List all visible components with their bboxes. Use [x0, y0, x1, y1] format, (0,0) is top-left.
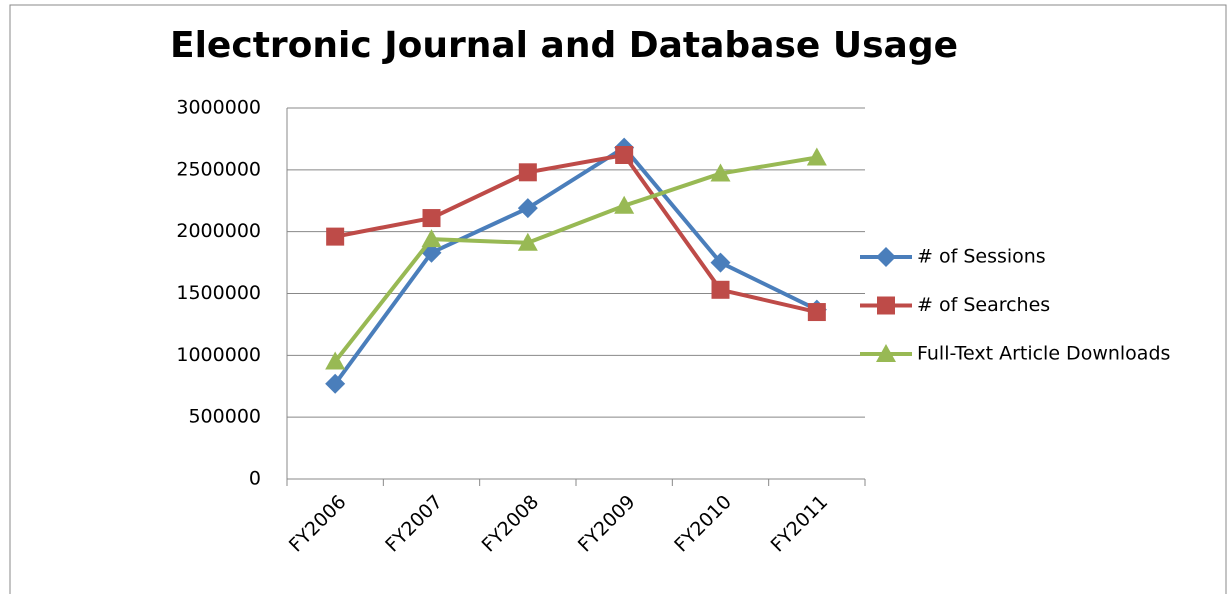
marker — [421, 229, 442, 248]
marker — [876, 247, 896, 267]
legend-label: # of Searches — [917, 294, 1050, 316]
marker — [517, 232, 538, 251]
y-tick-label: 500000 — [188, 406, 261, 428]
y-tick-label: 0 — [249, 468, 261, 490]
marker — [807, 303, 826, 322]
marker — [806, 147, 827, 166]
y-tick-label: 2000000 — [176, 220, 261, 242]
marker — [422, 209, 441, 228]
series-line — [333, 155, 818, 363]
y-tick-label: 3000000 — [176, 97, 261, 119]
marker — [615, 145, 634, 164]
marker — [326, 227, 345, 246]
marker — [711, 280, 730, 299]
series-line — [334, 152, 818, 314]
series-line — [333, 145, 818, 385]
marker — [614, 195, 635, 214]
marker — [876, 344, 896, 362]
marker — [517, 198, 538, 219]
y-tick-label: 2500000 — [176, 158, 261, 180]
marker — [325, 373, 346, 394]
legend-label: Full-Text Article Downloads — [917, 343, 1170, 365]
y-tick-label: 1000000 — [176, 344, 261, 366]
marker — [518, 163, 537, 182]
marker — [710, 252, 731, 273]
legend-label: # of Sessions — [917, 246, 1046, 268]
marker — [877, 296, 895, 315]
marker — [325, 351, 346, 370]
chart-frame — [9, 4, 1227, 594]
y-tick-label: 1500000 — [176, 282, 261, 304]
chart-title: Electronic Journal and Database Usage — [170, 25, 958, 66]
marker — [710, 163, 731, 182]
